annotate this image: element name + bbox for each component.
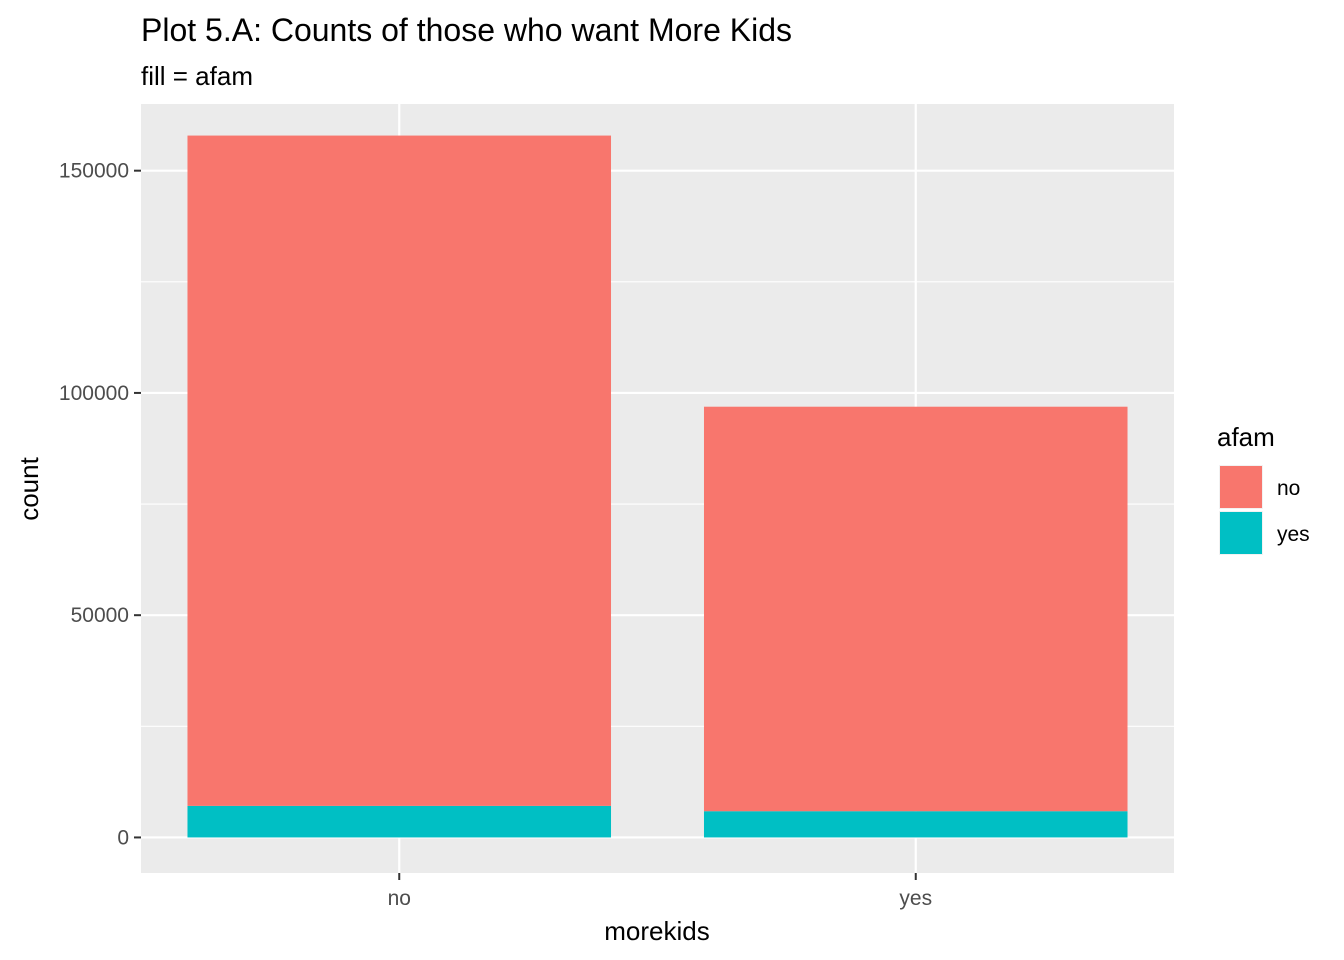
bar-yes-no <box>703 406 1128 812</box>
bars <box>187 135 1128 838</box>
chart-subtitle: fill = afam <box>141 61 253 91</box>
y-tick-label: 150000 <box>59 160 129 183</box>
legend-label-yes: yes <box>1277 523 1310 546</box>
x-tick-label: no <box>388 887 411 910</box>
legend-swatch-yes <box>1220 512 1262 554</box>
y-tick-label: 100000 <box>59 382 129 405</box>
bar-no-yes <box>187 805 612 838</box>
legend-swatch-no <box>1220 466 1262 508</box>
bar-no-no <box>187 135 612 806</box>
bar-yes-yes <box>703 811 1128 838</box>
legend: afam no yes <box>1217 422 1310 555</box>
y-axis-title: count <box>14 456 44 520</box>
x-tick-label: yes <box>899 887 932 910</box>
x-axis: no yes <box>388 873 932 910</box>
chart-title: Plot 5.A: Counts of those who want More … <box>141 12 792 48</box>
x-axis-title: morekids <box>604 916 709 946</box>
y-tick-label: 50000 <box>71 604 129 627</box>
y-axis: 0 50000 100000 150000 <box>59 160 141 849</box>
legend-label-no: no <box>1277 477 1300 500</box>
y-tick-label: 0 <box>117 826 129 849</box>
legend-title: afam <box>1217 422 1275 452</box>
